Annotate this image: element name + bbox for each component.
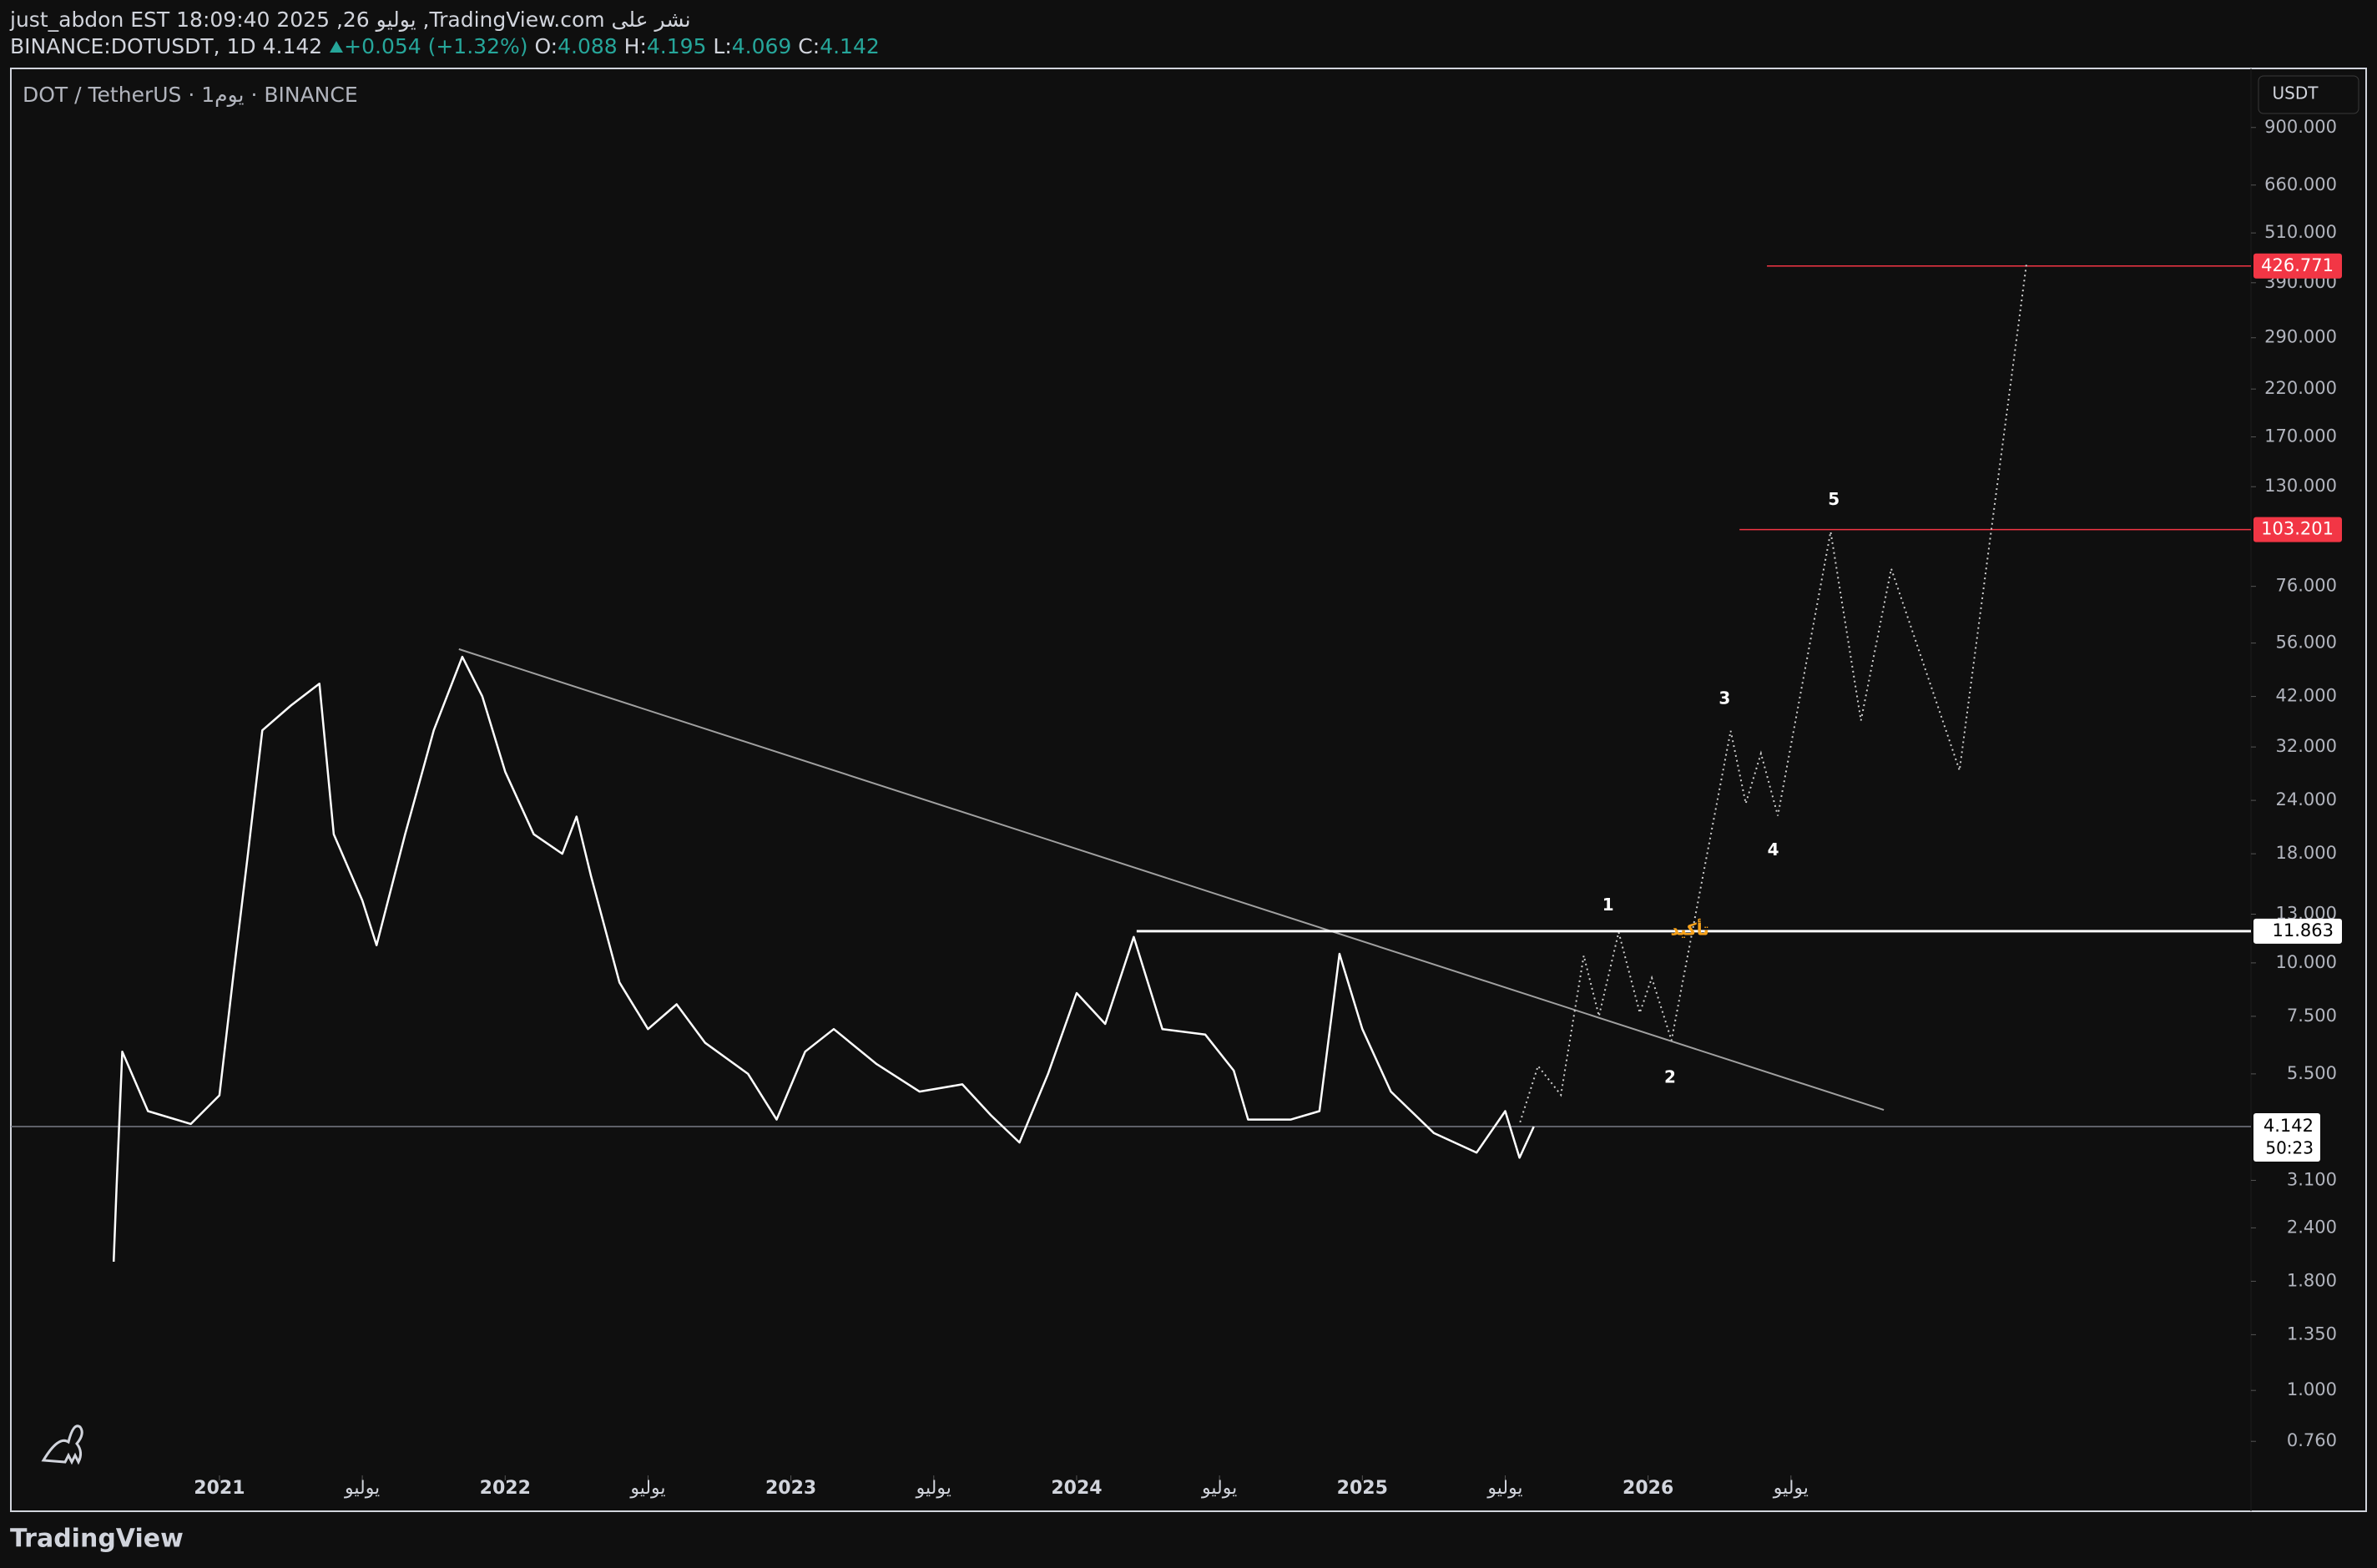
close: 4.142: [262, 34, 323, 58]
x-tick-label: 2022: [480, 1478, 531, 1499]
y-tick-label: 290.000: [2264, 327, 2337, 347]
y-tick-label: 170.000: [2264, 426, 2337, 446]
wave-label: 5: [1828, 489, 1840, 509]
y-tick-label: 10.000: [2276, 952, 2337, 972]
y-tick-label: 56.000: [2276, 633, 2337, 653]
projection-path: [1519, 264, 2027, 1123]
y-tick-label: 0.760: [2287, 1430, 2337, 1450]
y-tick-label: 1.000: [2287, 1379, 2337, 1399]
x-tick-label: 2025: [1337, 1478, 1388, 1499]
change: +0.054 (+1.32%): [344, 34, 528, 58]
level-label: 103.201: [2261, 519, 2334, 539]
level-tag: [2253, 517, 2342, 542]
x-tick-label: يوليو: [1486, 1478, 1522, 1499]
header: just_abdon EST 18:09:40 2025 ,26 يوليو ,…: [10, 7, 880, 60]
l-label: L:: [713, 34, 732, 58]
ohlc-line: BINANCE:DOTUSDT, 1D 4.142 +0.054 (+1.32%…: [10, 33, 880, 60]
x-tick-label: 2021: [194, 1478, 245, 1499]
x-tick-label: يوليو: [916, 1478, 951, 1499]
y-tick-label: 1.350: [2287, 1323, 2337, 1344]
c-label: C:: [798, 34, 820, 58]
level-label: 11.863: [2273, 920, 2334, 940]
y-tick-label: 220.000: [2264, 378, 2337, 398]
y-tick-label: 510.000: [2264, 222, 2337, 242]
dino: [41, 1424, 83, 1465]
x-tick-label: يوليو: [1773, 1478, 1809, 1499]
y-tick-label: 32.000: [2276, 736, 2337, 756]
y-tick-label: 24.000: [2276, 789, 2337, 809]
x-tick-label: يوليو: [1201, 1478, 1237, 1499]
y-tick-label: 18.000: [2276, 843, 2337, 863]
o-label: O:: [534, 34, 558, 58]
wave-label: 3: [1718, 688, 1730, 708]
y-tick-label: 2.400: [2287, 1217, 2337, 1237]
x-tick-label: 2023: [765, 1478, 816, 1499]
brand: TradingView: [10, 1525, 184, 1554]
y-tick-label: 1.800: [2287, 1270, 2337, 1290]
y-tick-label: 130.000: [2264, 476, 2337, 496]
wave-label: تأكيد: [1670, 918, 1708, 940]
countdown: 50:23: [2265, 1137, 2314, 1157]
x-tick-label: 2026: [1623, 1478, 1673, 1499]
logo-icon: [41, 1424, 83, 1465]
trendline: [458, 648, 1885, 1112]
y-tick-label: 900.000: [2264, 117, 2337, 137]
chart-frame: [10, 68, 2367, 1512]
wave-label: 1: [1602, 895, 1614, 915]
level-tag: [2253, 918, 2342, 944]
last-price-tag: [2253, 1112, 2320, 1162]
low: 4.069: [731, 34, 792, 58]
y-tick-label: 42.000: [2276, 686, 2337, 706]
x-tick-label: يوليو: [344, 1478, 380, 1499]
open: 4.088: [558, 34, 618, 58]
close-value: 4.142: [820, 34, 880, 58]
high: 4.195: [646, 34, 707, 58]
y-tick-label: 660.000: [2264, 174, 2337, 194]
up-triangle: [330, 41, 344, 53]
price-line: [112, 655, 1535, 1262]
level-tag: [2253, 253, 2342, 279]
y-tick-label: 7.500: [2287, 1006, 2337, 1026]
h-label: H:: [623, 34, 647, 58]
y-tick-label: 3.100: [2287, 1169, 2337, 1189]
x-tick-label: 2024: [1051, 1478, 1102, 1499]
last-price-label: 4.142: [2263, 1116, 2314, 1136]
symbol: BINANCE:DOTUSDT, 1D: [10, 34, 256, 58]
wave-label: 4: [1768, 839, 1779, 860]
y-tick-label: 76.000: [2276, 576, 2337, 596]
wave-label: 2: [1664, 1066, 1676, 1087]
symbol-legend: DOT / TetherUS · 1يوم · BINANCE: [23, 83, 358, 107]
y-tick-label: 5.500: [2287, 1063, 2337, 1083]
currency-label[interactable]: USDT: [2273, 83, 2319, 103]
currency-button[interactable]: [2258, 75, 2359, 114]
level-label: 426.771: [2261, 255, 2334, 275]
publish-line: just_abdon EST 18:09:40 2025 ,26 يوليو ,…: [10, 8, 691, 32]
x-tick-label: يوليو: [629, 1478, 665, 1499]
